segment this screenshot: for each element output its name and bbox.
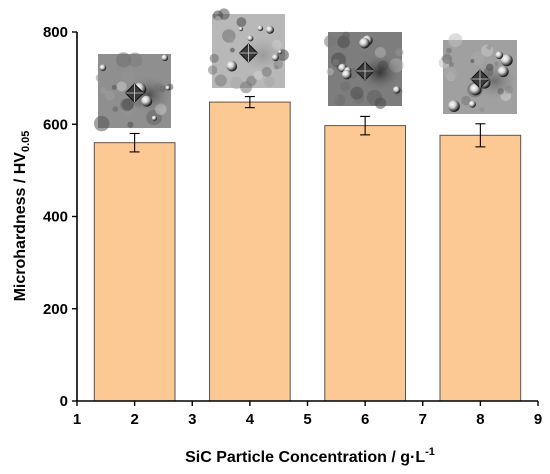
micrograph-8: [438, 33, 517, 114]
error-bars: [129, 96, 486, 153]
x-tick-label-3: 3: [188, 411, 196, 428]
micrograph-insets: [93, 8, 517, 132]
error-bar-8: [475, 123, 486, 148]
y-tick-label-0: 0: [60, 393, 68, 410]
x-tick-label-8: 8: [476, 411, 484, 428]
x-tick-label-7: 7: [419, 411, 427, 428]
y-tick-label-600: 600: [43, 116, 68, 133]
x-tick-label-5: 5: [303, 411, 311, 428]
x-tick-label-2: 2: [130, 411, 138, 428]
error-bar-6: [360, 115, 371, 136]
y-axis-title-subscript: 0.05: [20, 131, 32, 152]
y-axis-title: Microhardness / HV0.05: [12, 131, 32, 302]
x-tick-label-4: 4: [246, 411, 255, 428]
error-bar-4: [244, 96, 255, 109]
x-axis-title-main: SiC Particle Concentration / g·L: [185, 449, 425, 466]
bars: [93, 101, 522, 402]
y-tick-label-200: 200: [43, 301, 68, 318]
x-tick-label-1: 1: [73, 411, 81, 428]
y-tick-label-400: 400: [43, 209, 68, 226]
bar-2: [93, 142, 176, 402]
ticks: 0 200 400 600 800 1 2 3 4 5 6 7 8 9: [43, 24, 542, 428]
bar-4: [209, 101, 291, 402]
y-tick-label-800: 800: [43, 24, 68, 41]
x-axis-title: SiC Particle Concentration / g·L-1: [185, 446, 435, 466]
x-tick-label-6: 6: [361, 411, 369, 428]
y-axis-title-main: Microhardness / HV: [12, 152, 29, 302]
error-bar-2: [129, 132, 140, 153]
micrograph-6: [324, 31, 404, 109]
bar-6: [324, 125, 406, 402]
x-axis-title-superscript: -1: [425, 446, 435, 458]
micrograph-4: [207, 8, 289, 94]
x-tick-label-9: 9: [534, 411, 542, 428]
micrograph-2: [93, 52, 174, 132]
bar-8: [439, 134, 522, 402]
